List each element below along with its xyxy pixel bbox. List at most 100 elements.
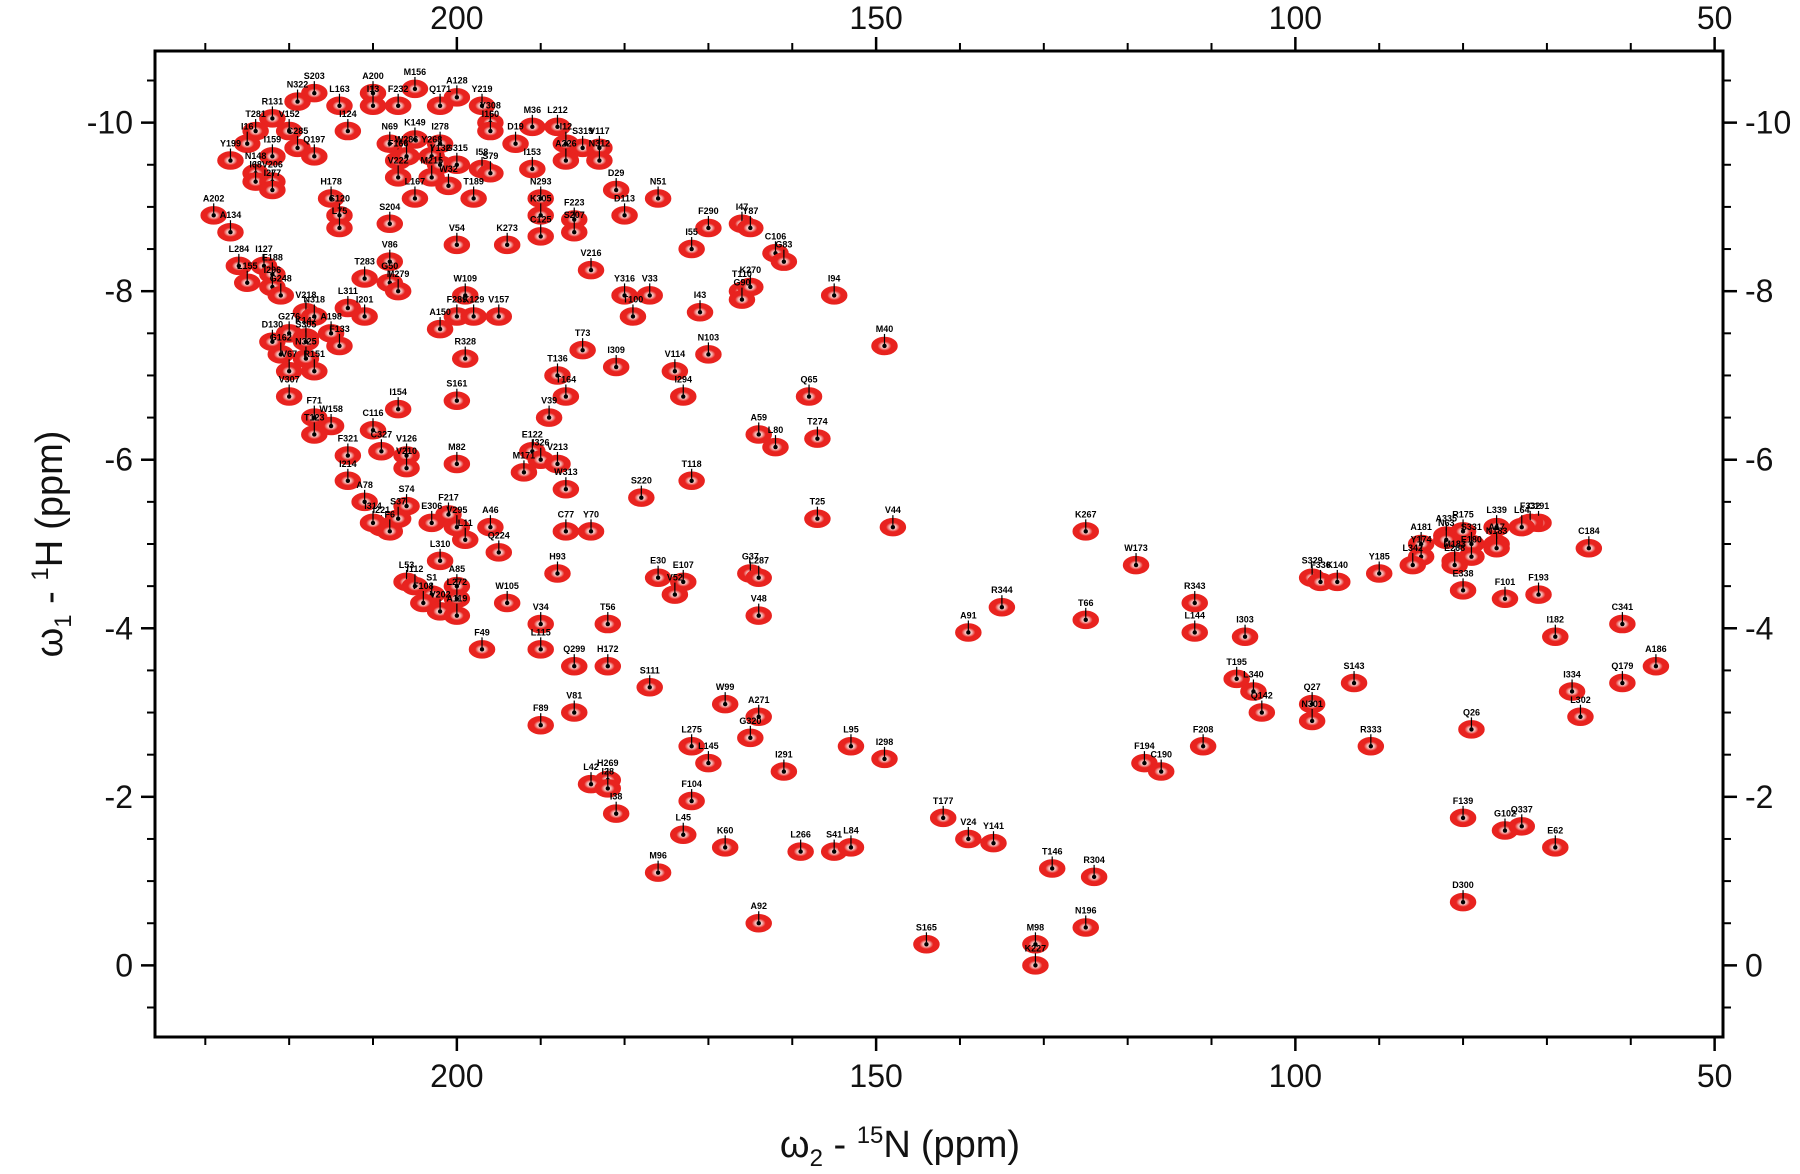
peak-label-I221: I221 xyxy=(373,505,391,515)
peak-label-C106: C106 xyxy=(765,231,787,241)
peak-center xyxy=(1460,529,1466,534)
peak-center xyxy=(1091,874,1097,880)
peak-center xyxy=(387,259,392,264)
peak-label-S79: S79 xyxy=(482,151,498,161)
peak-label-S111: S111 xyxy=(640,665,660,675)
peak-label-I68: I68 xyxy=(249,160,262,170)
peak-center xyxy=(454,461,460,467)
peak-center xyxy=(530,124,535,130)
peak-label-M36: M36 xyxy=(524,105,542,115)
peak-label-L287: L287 xyxy=(748,556,769,566)
peak-center xyxy=(630,314,636,319)
peak-center xyxy=(538,647,543,652)
peak-label-F217: F217 xyxy=(438,493,459,503)
peak-label-R304: R304 xyxy=(1083,855,1105,865)
peak-label-W105: W105 xyxy=(495,581,519,591)
peak-label-I309: I309 xyxy=(607,345,625,355)
peak-label-S319: S319 xyxy=(572,126,593,136)
peak-center xyxy=(555,571,560,576)
peak-center xyxy=(395,288,401,294)
peak-label-S203: S203 xyxy=(304,71,325,81)
y-tick-label-left: -8 xyxy=(105,273,133,309)
peak-center xyxy=(412,583,418,589)
peak-label-L145: L145 xyxy=(698,741,719,751)
peak-label-G83: G83 xyxy=(775,240,792,250)
peak-center xyxy=(412,196,418,201)
peak-center xyxy=(1351,680,1357,686)
x-tick-label-top: 100 xyxy=(1269,0,1322,36)
peak-center xyxy=(421,600,426,606)
peak-label-S165: S165 xyxy=(916,922,937,932)
peak-label-Y316: Y316 xyxy=(614,273,635,283)
peak-center xyxy=(1368,744,1374,749)
peak-center xyxy=(312,369,317,374)
peak-center xyxy=(572,229,577,235)
peak-label-C285: C285 xyxy=(287,126,309,136)
peak-label-S207: S207 xyxy=(564,210,585,220)
peak-label-V157: V157 xyxy=(488,294,509,304)
peak-label-T100: T100 xyxy=(623,294,644,304)
peak-label-I124: I124 xyxy=(339,109,357,119)
x-tick-label-bottom: 200 xyxy=(430,1058,483,1094)
peak-center xyxy=(689,798,694,804)
peak-center xyxy=(882,756,887,762)
peak-center xyxy=(613,811,619,816)
peak-center xyxy=(211,213,216,218)
peak-label-L144: L144 xyxy=(1184,610,1205,620)
peak-label-E306: E306 xyxy=(421,501,442,511)
peak-label-E268: E268 xyxy=(1444,543,1465,553)
peak-center xyxy=(563,487,569,492)
peak-label-W99: W99 xyxy=(716,682,735,692)
peak-center xyxy=(672,369,678,374)
peak-center xyxy=(647,685,652,690)
peak-center xyxy=(940,815,946,821)
peak-center xyxy=(1200,744,1206,749)
peak-label-T281: T281 xyxy=(245,109,266,119)
peak-label-V24: V24 xyxy=(960,817,976,827)
peak-center xyxy=(479,647,485,652)
peak-center xyxy=(1049,866,1055,871)
peak-label-T123: T123 xyxy=(304,412,325,422)
peak-center xyxy=(563,141,569,146)
peak-label-S37: S37 xyxy=(390,497,406,507)
peak-label-G320: G320 xyxy=(739,716,761,726)
peak-center xyxy=(412,86,418,92)
peak-label-A186: A186 xyxy=(1645,644,1667,654)
y-axis-label: ω1 - 1H(ppm) xyxy=(27,431,77,658)
peak-label-S305: S305 xyxy=(295,320,316,330)
peak-center xyxy=(370,90,376,96)
peak-label-I294: I294 xyxy=(674,375,692,385)
peak-center xyxy=(689,478,694,483)
peak-label-L115: L115 xyxy=(531,627,551,637)
peak-center xyxy=(303,339,309,344)
peak-label-A335: A335 xyxy=(1436,514,1458,524)
peak-center xyxy=(563,394,569,399)
peak-center xyxy=(655,870,661,875)
peak-center xyxy=(454,162,460,167)
peak-center xyxy=(530,166,535,172)
peak-label-G37: G37 xyxy=(742,551,759,561)
peak-center xyxy=(1444,537,1449,542)
peak-center xyxy=(1083,925,1088,930)
peak-label-S161: S161 xyxy=(446,379,467,389)
peak-label-K140: K140 xyxy=(1327,560,1349,570)
peak-label-F89: F89 xyxy=(533,703,549,713)
peak-center xyxy=(966,836,971,842)
peak-label-I38: I38 xyxy=(610,792,623,802)
peak-center xyxy=(270,154,275,159)
peak-label-R151: R151 xyxy=(304,349,326,359)
peak-label-I12: I12 xyxy=(560,122,573,132)
peak-center xyxy=(1410,562,1415,568)
peak-label-F101: F101 xyxy=(1495,577,1516,587)
peak-center xyxy=(681,394,686,399)
peak-label-T118: T118 xyxy=(682,459,702,469)
peak-label-V34: V34 xyxy=(533,602,549,612)
peak-center xyxy=(437,326,443,332)
peak-label-L272: L272 xyxy=(447,577,468,587)
peak-center xyxy=(555,373,560,378)
peak-label-A78: A78 xyxy=(356,480,373,490)
peak-center xyxy=(1377,571,1382,576)
peak-center xyxy=(815,436,820,441)
peak-label-W286: W286 xyxy=(395,134,419,144)
